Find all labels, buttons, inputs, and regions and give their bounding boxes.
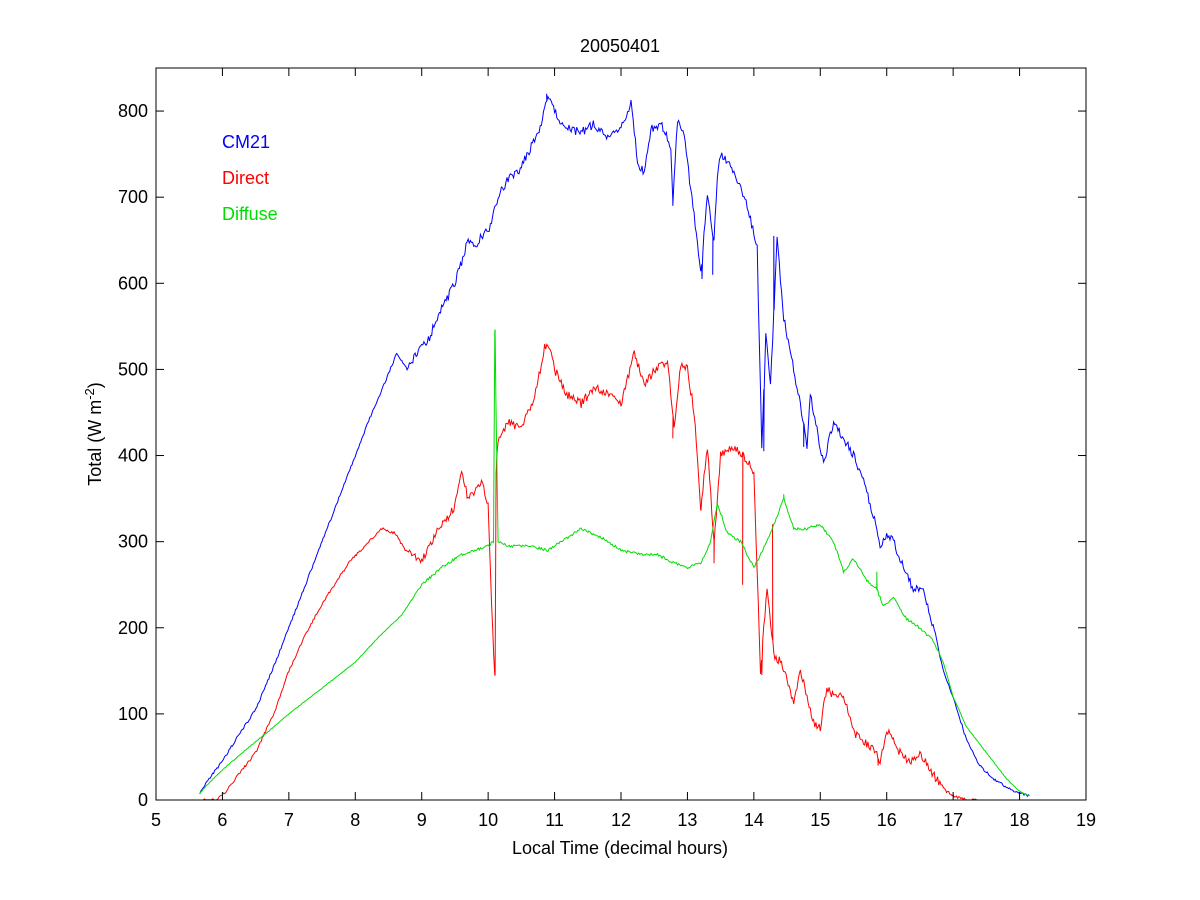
x-tick-label: 12 [611, 810, 631, 830]
y-axis-title: Total (W m-2) [82, 382, 105, 486]
x-tick-label: 18 [1010, 810, 1030, 830]
series-line-cm21 [199, 93, 1030, 798]
x-tick-label: 11 [545, 810, 564, 830]
y-axis-title-main: Total (W m [85, 400, 105, 486]
x-tick-label: 6 [217, 810, 227, 830]
legend-item-diffuse: Diffuse [222, 204, 278, 224]
y-axis-title-end: ) [85, 382, 105, 388]
y-tick-label: 0 [138, 790, 148, 810]
x-tick-label: 17 [943, 810, 963, 830]
x-tick-label: 9 [417, 810, 427, 830]
y-tick-label: 800 [118, 101, 148, 121]
x-axis-title: Local Time (decimal hours) [512, 838, 728, 858]
y-tick-label: 100 [118, 704, 148, 724]
x-tick-label: 5 [151, 810, 161, 830]
chart-title: 20050401 [580, 36, 660, 56]
y-axis-title-superscript: -2 [82, 388, 97, 400]
y-tick-label: 300 [118, 532, 148, 552]
legend: CM21 Direct Diffuse [222, 132, 278, 224]
legend-item-direct: Direct [222, 168, 269, 188]
x-tick-label: 15 [810, 810, 830, 830]
legend-item-cm21: CM21 [222, 132, 270, 152]
x-axis: 5 6 7 8 9 10 11 12 13 14 15 16 17 18 19 [151, 68, 1096, 830]
y-tick-label: 200 [118, 618, 148, 638]
y-axis: 0 100 200 300 400 500 600 700 800 [118, 101, 1086, 810]
y-tick-label: 700 [118, 187, 148, 207]
y-tick-label: 400 [118, 446, 148, 466]
x-tick-label: 19 [1076, 810, 1096, 830]
x-tick-label: 7 [284, 810, 294, 830]
y-tick-label: 600 [118, 273, 148, 293]
series-line-diffuse [199, 329, 1030, 797]
x-tick-label: 16 [877, 810, 897, 830]
series-line-direct [199, 343, 980, 801]
x-tick-label: 10 [478, 810, 498, 830]
x-tick-label: 8 [350, 810, 360, 830]
plot-area [199, 93, 1030, 801]
x-tick-label: 14 [744, 810, 764, 830]
y-tick-label: 500 [118, 359, 148, 379]
x-tick-label: 13 [677, 810, 697, 830]
